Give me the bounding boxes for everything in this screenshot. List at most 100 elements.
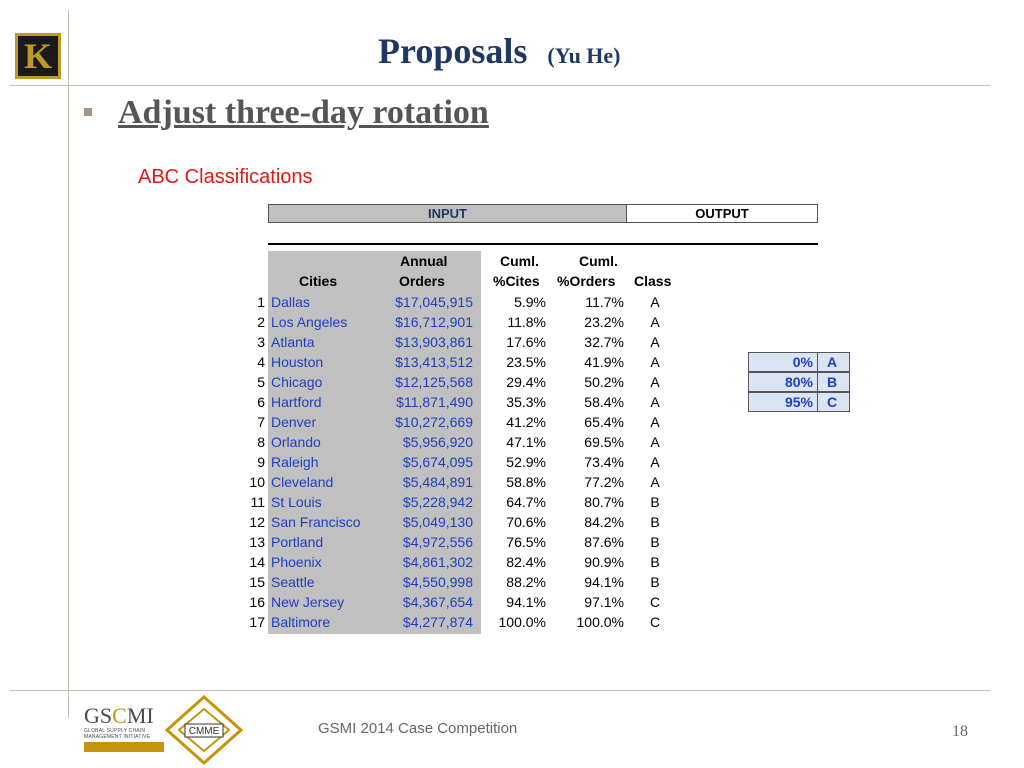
cuml-pct-cites: 17.6%	[506, 334, 546, 350]
cuml-pct-orders: 65.4%	[584, 414, 624, 430]
row-index: 9	[257, 454, 265, 470]
cuml-pct-cites: 70.6%	[506, 514, 546, 530]
row-index: 15	[249, 574, 265, 590]
col-header-annual-2: Orders	[399, 273, 445, 289]
class-value: A	[650, 354, 660, 370]
table-row: 17 Baltimore $4,277,874 100.0% 100.0% C	[240, 612, 700, 632]
gscmi-wordmark: GSCMI	[84, 703, 154, 728]
col-header-cuml-cites-1: Cuml.	[500, 253, 539, 269]
class-value: A	[650, 394, 660, 410]
cuml-pct-orders: 32.7%	[584, 334, 624, 350]
lookup-class: C	[817, 392, 850, 412]
annual-orders: $4,972,556	[402, 534, 473, 550]
annual-orders: $5,228,942	[402, 494, 473, 510]
class-value: B	[650, 554, 660, 570]
col-header-cities: Cities	[299, 273, 338, 289]
cuml-pct-cites: 64.7%	[506, 494, 546, 510]
row-index: 6	[257, 394, 265, 410]
col-header-cuml-orders-2: %Orders	[557, 273, 616, 289]
city-name: Denver	[271, 414, 317, 430]
row-index: 3	[257, 334, 265, 350]
cuml-pct-cites: 94.1%	[506, 594, 546, 610]
table-row: 15 Seattle $4,550,998 88.2% 94.1% B	[240, 572, 700, 592]
city-name: Portland	[271, 534, 324, 550]
cuml-pct-orders: 73.4%	[584, 454, 624, 470]
table-row: 10 Cleveland $5,484,891 58.8% 77.2% A	[240, 472, 700, 492]
cmme-logo: CMME	[165, 695, 243, 765]
slide-title: Proposals (Yu He)	[378, 30, 621, 72]
lookup-threshold: 0%	[748, 352, 818, 372]
annual-orders: $5,484,891	[402, 474, 473, 490]
table-row: 3 Atlanta $13,903,861 17.6% 32.7% A	[240, 332, 700, 352]
annual-orders: $5,956,920	[402, 434, 473, 450]
cuml-pct-cites: 52.9%	[506, 454, 546, 470]
lookup-class: A	[817, 352, 850, 372]
city-name: New Jersey	[271, 594, 345, 610]
class-value: A	[650, 454, 660, 470]
row-index: 7	[257, 414, 265, 430]
class-value: A	[650, 314, 660, 330]
output-header: OUTPUT	[626, 204, 818, 223]
annual-orders: $10,272,669	[395, 414, 473, 430]
cuml-pct-orders: 11.7%	[585, 294, 624, 310]
gscmi-tagline: GLOBAL SUPPLY CHAIN MANAGEMENT INITIATIV…	[84, 728, 151, 740]
cuml-pct-cites: 82.4%	[506, 554, 546, 570]
city-name: San Francisco	[271, 514, 361, 530]
annual-orders: $11,871,490	[396, 394, 473, 410]
annual-orders: $12,125,568	[395, 374, 473, 390]
row-index: 4	[257, 354, 265, 370]
header-divider	[10, 85, 990, 86]
cuml-pct-cites: 29.4%	[506, 374, 546, 390]
city-name: Dallas	[271, 294, 310, 310]
city-name: Atlanta	[271, 334, 315, 350]
class-value: A	[650, 294, 660, 310]
class-value: A	[650, 334, 660, 350]
city-name: Orlando	[271, 434, 321, 450]
class-value: A	[650, 434, 660, 450]
city-name: Chicago	[271, 374, 323, 390]
cuml-pct-cites: 23.5%	[506, 354, 546, 370]
table-row: 13 Portland $4,972,556 76.5% 87.6% B	[240, 532, 700, 552]
annual-orders: $16,712,901	[395, 314, 473, 330]
table-row: 1 Dallas $17,045,915 5.9% 11.7% A	[240, 292, 700, 312]
cuml-pct-cites: 47.1%	[506, 434, 546, 450]
input-header: INPUT	[268, 204, 627, 223]
row-index: 8	[257, 434, 265, 450]
cuml-pct-orders: 77.2%	[584, 474, 624, 490]
table-row: 16 New Jersey $4,367,654 94.1% 97.1% C	[240, 592, 700, 612]
annual-orders: $4,367,654	[402, 594, 473, 610]
cuml-pct-orders: 100.0%	[576, 614, 624, 630]
k-logo: K	[15, 33, 61, 79]
class-value: A	[650, 414, 660, 430]
annual-orders: $4,550,998	[402, 574, 473, 590]
table-top-rule	[268, 243, 818, 245]
cuml-pct-cites: 11.8%	[507, 314, 546, 330]
class-value: B	[650, 534, 660, 550]
city-name: Phoenix	[271, 554, 322, 570]
table-row: 8 Orlando $5,956,920 47.1% 69.5% A	[240, 432, 700, 452]
cuml-pct-orders: 84.2%	[584, 514, 624, 530]
table-row: 2 Los Angeles $16,712,901 11.8% 23.2% A	[240, 312, 700, 332]
input-columns-shade	[268, 251, 481, 634]
city-name: Houston	[271, 354, 324, 370]
gscmi-icon-strip	[84, 742, 164, 752]
lookup-row: 95% C	[748, 392, 850, 412]
title-author: (Yu He)	[547, 43, 621, 68]
cuml-pct-orders: 80.7%	[584, 494, 624, 510]
gscmi-logo: GSCMI GLOBAL SUPPLY CHAIN MANAGEMENT INI…	[84, 704, 164, 754]
title-main: Proposals	[378, 31, 528, 71]
row-index: 10	[249, 474, 265, 490]
cuml-pct-orders: 23.2%	[584, 314, 624, 330]
table-row: 12 San Francisco $5,049,130 70.6% 84.2% B	[240, 512, 700, 532]
cmme-logo-text: CMME	[189, 726, 220, 737]
cuml-pct-orders: 50.2%	[584, 374, 624, 390]
class-value: C	[650, 614, 661, 630]
cuml-pct-orders: 41.9%	[584, 354, 624, 370]
cuml-pct-orders: 58.4%	[584, 394, 624, 410]
lookup-threshold: 80%	[748, 372, 818, 392]
cuml-pct-orders: 97.1%	[584, 594, 624, 610]
class-value: A	[650, 374, 660, 390]
cuml-pct-cites: 35.3%	[506, 394, 546, 410]
cuml-pct-cites: 58.8%	[506, 474, 546, 490]
city-name: Seattle	[271, 574, 315, 590]
